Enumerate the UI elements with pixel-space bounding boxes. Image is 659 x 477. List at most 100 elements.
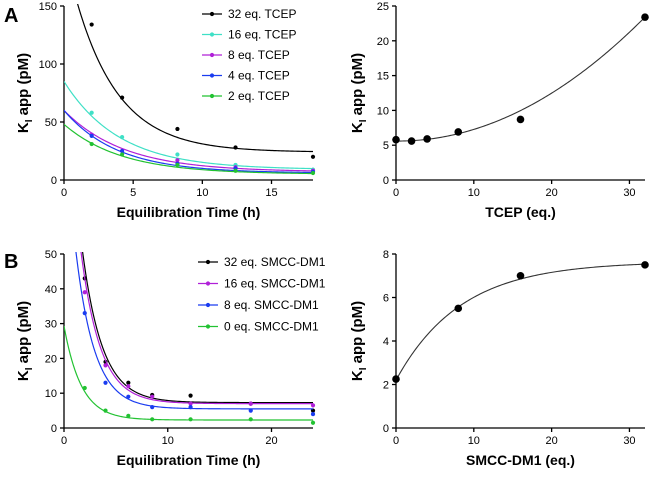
data-point <box>188 405 193 410</box>
legend-swatch-marker <box>209 11 215 17</box>
x-tick-label: 10 <box>162 435 174 447</box>
y-axis-title-subscript: I <box>24 119 35 122</box>
fit-curve-1 <box>80 252 313 405</box>
data-point <box>188 417 193 422</box>
data-point <box>89 133 94 139</box>
legend-swatch-marker <box>205 302 211 308</box>
data-point <box>407 137 416 145</box>
x-tick-label: 20 <box>546 435 558 447</box>
y-tick-label: 30 <box>45 319 57 331</box>
chart-b-right: 0 10 20 30 0 2 4 6 8 SMCC-DM1 (eq.) KI app (pM) <box>349 249 649 468</box>
y-tick-label: 0 <box>51 423 57 435</box>
chart-a-right: 0 10 20 30 0 5 10 15 20 25 TCEP (eq.) KI app (pM) <box>349 1 649 220</box>
data-point <box>103 408 108 413</box>
data-point <box>126 380 131 385</box>
data-point <box>103 380 108 385</box>
data-point <box>641 261 649 269</box>
y-tick-label: 25 <box>377 1 389 13</box>
legend-swatch-marker <box>209 32 215 37</box>
y-tick-label: 15 <box>377 71 389 83</box>
y-tick-label: 50 <box>45 117 57 129</box>
x-tick-label: 0 <box>61 187 67 199</box>
y-tick-label: 2 <box>383 380 389 392</box>
y-tick-label: 10 <box>377 105 389 117</box>
panel-label: A <box>4 5 18 27</box>
data-point <box>310 408 316 413</box>
data-point <box>248 408 253 413</box>
data-point <box>120 148 125 154</box>
data-point <box>310 403 316 408</box>
y-axis-title: KI app (pM) <box>15 301 35 381</box>
data-point <box>126 413 131 418</box>
x-tick-label: 15 <box>265 187 277 199</box>
data-point <box>150 405 155 410</box>
y-tick-label: 4 <box>383 336 389 348</box>
data-point <box>120 152 125 157</box>
y-tick-label: 5 <box>383 140 389 152</box>
data-point <box>150 417 155 422</box>
y-tick-label: 0 <box>383 423 389 435</box>
y-axis-title-main: K <box>349 122 366 133</box>
legend-label: 4 eq. TCEP <box>228 69 290 83</box>
data-point <box>454 128 463 136</box>
data-point <box>126 384 131 389</box>
panel-label: B <box>4 251 18 273</box>
x-tick-label: 5 <box>130 187 136 199</box>
y-axis-title: KI app (pM) <box>349 301 369 381</box>
data-point <box>175 152 180 157</box>
data-point <box>310 411 316 417</box>
data-point <box>641 13 649 21</box>
legend-label: 32 eq. TCEP <box>228 7 296 21</box>
x-axis-title: Equilibration Time (h) <box>117 452 261 468</box>
fit-curve-2 <box>75 252 313 410</box>
data-point <box>392 375 400 383</box>
fit-curve-2 <box>64 109 314 172</box>
y-tick-label: 10 <box>45 388 57 400</box>
y-axis-title: KI app (pM) <box>349 53 369 133</box>
legend-swatch-marker <box>209 93 215 99</box>
legend-swatch-marker <box>205 259 211 265</box>
y-axis-title-rest: app (pM) <box>15 53 32 120</box>
y-axis-title: KI app (pM) <box>15 53 35 133</box>
legend-swatch-marker <box>205 324 211 329</box>
x-tick-label: 10 <box>196 187 208 199</box>
legend-label: 2 eq. TCEP <box>228 89 290 103</box>
data-point <box>423 135 431 143</box>
x-tick-label: 0 <box>393 187 399 199</box>
x-axis-title: TCEP (eq.) <box>485 204 556 220</box>
y-axis-title-subscript: I <box>24 367 35 370</box>
data-point <box>103 363 108 368</box>
data-point <box>126 394 131 399</box>
data-point <box>188 401 193 406</box>
y-axis-title-rest: app (pM) <box>349 53 366 120</box>
legend-swatch-marker <box>205 281 211 286</box>
x-tick-label: 10 <box>468 435 480 447</box>
legend-swatch-marker <box>209 73 215 78</box>
data-point <box>82 311 87 316</box>
fit-curve-3 <box>64 110 314 174</box>
y-tick-label: 6 <box>383 293 389 305</box>
fit-curve-0 <box>76 4 314 153</box>
data-point <box>82 385 87 391</box>
data-point <box>233 168 238 173</box>
y-axis-title-rest: app (pM) <box>15 301 32 368</box>
data-point <box>120 95 125 100</box>
x-tick-label: 0 <box>61 435 67 447</box>
data-point <box>89 110 94 115</box>
x-tick-label: 30 <box>623 187 635 199</box>
data-point <box>248 417 253 422</box>
y-tick-label: 100 <box>39 59 57 71</box>
y-axis-title-subscript: I <box>358 367 369 370</box>
legend-label: 16 eq. TCEP <box>228 28 296 42</box>
data-point <box>120 134 125 140</box>
data-point <box>175 158 180 163</box>
data-point <box>188 393 193 398</box>
legend-label: 16 eq. SMCC-DM1 <box>224 277 326 291</box>
y-tick-label: 50 <box>45 249 57 261</box>
data-point <box>233 145 238 150</box>
y-tick-label: 0 <box>383 175 389 187</box>
y-tick-label: 8 <box>383 249 389 261</box>
x-tick-label: 10 <box>468 187 480 199</box>
legend-label: 8 eq. SMCC-DM1 <box>224 298 319 312</box>
